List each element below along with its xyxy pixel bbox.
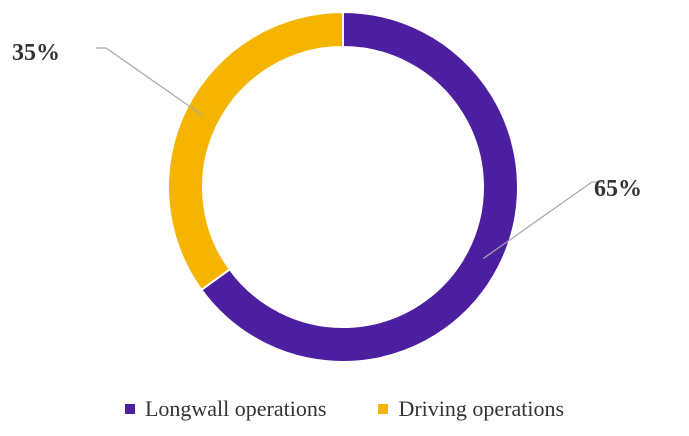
slice-driving — [167, 10, 344, 292]
slice-longwall — [200, 10, 519, 363]
legend-label-longwall: Longwall operations — [144, 396, 327, 421]
legend-swatch-longwall — [124, 404, 135, 414]
leader-line-longwall — [482, 181, 602, 259]
data-label-driving: 35% — [12, 40, 60, 66]
leader-line-driving — [96, 47, 204, 116]
donut-chart: 65% 35% — [12, 10, 642, 363]
legend-swatch-driving — [378, 404, 389, 414]
legend: Longwall operations Driving operations — [0, 396, 689, 422]
legend-item-driving: Driving operations — [378, 396, 564, 422]
legend-item-longwall: Longwall operations — [124, 396, 327, 422]
data-label-longwall: 65% — [594, 176, 642, 202]
legend-label-driving: Driving operations — [398, 396, 565, 421]
